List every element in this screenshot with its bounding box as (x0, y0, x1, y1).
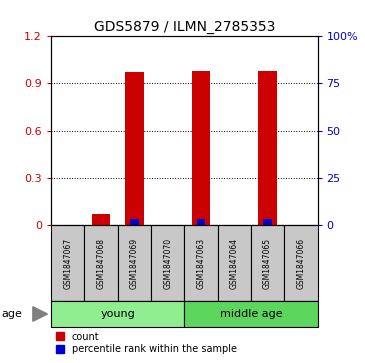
Text: GSM1847066: GSM1847066 (296, 238, 306, 289)
Text: GSM1847067: GSM1847067 (63, 238, 72, 289)
Bar (51, 301, 184, 327)
Title: GDS5879 / ILMN_2785353: GDS5879 / ILMN_2785353 (94, 20, 275, 34)
Text: GSM1847064: GSM1847064 (230, 238, 239, 289)
Text: GSM1847069: GSM1847069 (130, 238, 139, 289)
Bar (125, 73, 143, 225)
Bar (197, 219, 205, 225)
Text: GSM1847065: GSM1847065 (263, 238, 272, 289)
Text: age: age (2, 309, 23, 319)
Bar (51, 225, 84, 301)
Bar (264, 219, 272, 225)
Legend: count, percentile rank within the sample: count, percentile rank within the sample (56, 331, 237, 355)
Bar (218, 225, 251, 301)
Bar (118, 225, 151, 301)
Bar (192, 71, 210, 225)
Bar (184, 301, 318, 327)
Bar (130, 219, 139, 225)
Text: middle age: middle age (220, 309, 282, 319)
Text: GSM1847063: GSM1847063 (196, 238, 205, 289)
Bar (84, 225, 118, 301)
Bar (258, 71, 277, 225)
Bar (251, 225, 284, 301)
Text: GSM1847068: GSM1847068 (97, 238, 105, 289)
Text: GSM1847070: GSM1847070 (163, 238, 172, 289)
Text: young: young (100, 309, 135, 319)
Bar (284, 225, 318, 301)
Bar (184, 225, 218, 301)
Bar (92, 214, 110, 225)
Bar (151, 225, 184, 301)
